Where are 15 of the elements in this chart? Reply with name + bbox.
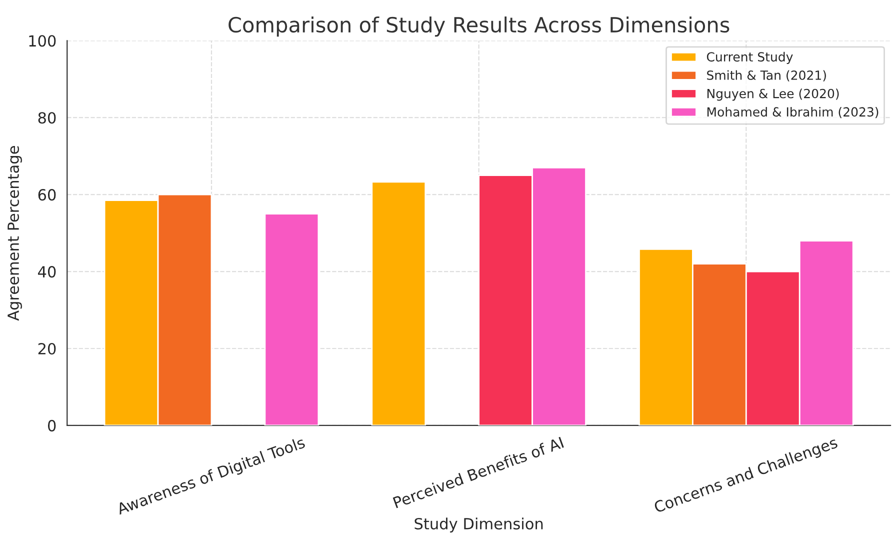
chart-title: Comparison of Study Results Across Dimensions	[228, 16, 730, 37]
y-axis-title: Agreement Percentage	[8, 146, 22, 321]
bar	[264, 213, 320, 426]
y-tick-label: 0	[48, 420, 56, 432]
legend-label: Current Study	[706, 52, 793, 64]
legend-label: Smith & Tan (2021)	[707, 70, 826, 82]
bar	[371, 181, 426, 426]
y-tick-label: 60	[38, 189, 56, 201]
legend-label: Nguyen & Lee (2020)	[707, 88, 839, 101]
y-tick-label: 80	[38, 112, 56, 124]
x-axis-title: Study Dimension	[414, 518, 543, 532]
legend-label: Mohamed & Ibrahim (2023)	[707, 106, 878, 118]
y-tick-label: 100	[29, 35, 56, 47]
y-tick-label: 20	[38, 342, 56, 355]
y-tick-label: 40	[38, 266, 56, 278]
